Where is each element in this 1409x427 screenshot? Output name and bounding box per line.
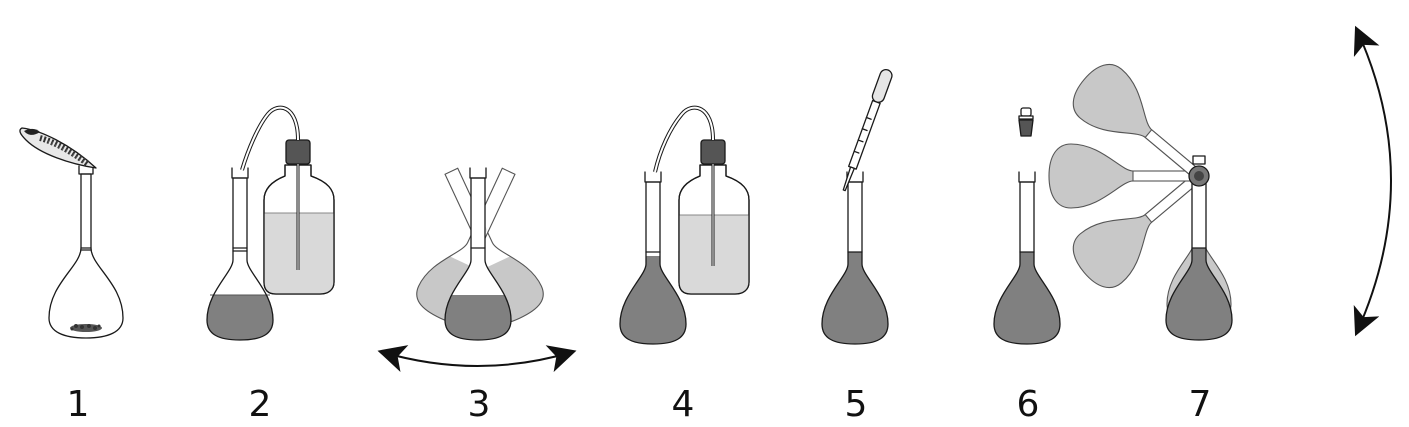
wash-bottle-icon [653, 105, 750, 295]
step-number-4: 4 [672, 384, 695, 425]
volumetric-flask [48, 165, 124, 339]
volumetric-flask [206, 167, 274, 341]
step-6-stopper [993, 107, 1061, 345]
weighing-boat-icon [19, 127, 97, 169]
stopper-icon [1188, 155, 1210, 187]
flask-ghost-right [1048, 143, 1200, 209]
step-5-pipette-to-mark [821, 68, 893, 345]
volumetric-flask [444, 167, 512, 341]
step-number-1: 1 [67, 384, 90, 425]
step-number-5: 5 [845, 384, 868, 425]
volumetric-flask [821, 171, 889, 345]
step-number-7: 7 [1189, 384, 1212, 425]
wash-bottle-icon [240, 105, 335, 295]
step-4-fill-near-mark [619, 105, 750, 345]
step-number-6: 6 [1017, 384, 1040, 425]
step-3-swirl [377, 156, 577, 373]
double-arrow-icon [377, 345, 577, 373]
step-2-add-solvent-partial [206, 105, 335, 341]
solid-powder [70, 324, 102, 332]
step-7-invert-mix [1048, 25, 1392, 341]
double-arrow-icon [1353, 25, 1392, 337]
step-1-add-solid [19, 127, 124, 339]
step-number-3: 3 [468, 384, 491, 425]
stopper-icon [1018, 107, 1034, 137]
step-number-2: 2 [249, 384, 272, 425]
pipette-icon [842, 68, 893, 192]
